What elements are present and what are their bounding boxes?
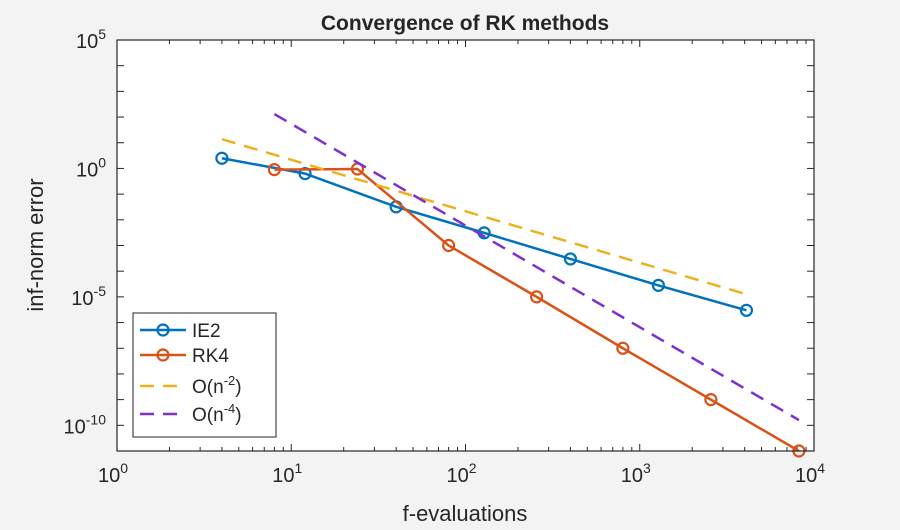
tick-base: 10	[71, 288, 93, 310]
tick-exponent: 3	[643, 460, 651, 476]
series-o-n-4-	[273, 112, 800, 422]
tick-base: 10	[76, 159, 98, 181]
tick-exponent: -10	[86, 411, 106, 427]
tick-exponent: 2	[469, 460, 477, 476]
tick-base: 10	[64, 416, 86, 438]
series-line	[221, 156, 747, 312]
legend-superscript: -4	[224, 401, 236, 416]
legend-marker	[156, 348, 170, 362]
data-point	[442, 238, 456, 253]
data-point	[298, 166, 312, 181]
series-ie2	[215, 151, 754, 317]
chart-title: Convergence of RK methods	[321, 12, 609, 35]
tick-base: 10	[76, 31, 98, 53]
tick-exponent: 4	[817, 460, 825, 476]
x-tick-label: 103	[621, 460, 651, 487]
data-point	[616, 341, 630, 355]
x-tick-label: 100	[98, 460, 128, 487]
tick-exponent: 0	[120, 460, 128, 476]
y-tick-label: 100	[76, 154, 106, 181]
legend-marker	[156, 323, 170, 337]
legend-label: O(n-2)	[192, 373, 242, 398]
tick-base: 10	[621, 465, 643, 487]
data-point	[267, 163, 281, 177]
legend-text: O(n	[192, 405, 224, 426]
tick-base: 10	[272, 465, 294, 487]
tick-exponent: 1	[294, 460, 302, 476]
legend-text: IE2	[192, 321, 221, 342]
series-line	[273, 112, 800, 422]
data-point	[704, 393, 718, 407]
data-point	[530, 290, 544, 304]
x-tick-label: 104	[795, 460, 825, 487]
legend-label: O(n-4)	[192, 401, 242, 426]
legend-label: IE2	[192, 321, 221, 342]
tick-exponent: -5	[94, 283, 107, 299]
data-point	[651, 278, 666, 292]
legend-text: O(n	[192, 377, 224, 398]
data-point	[563, 252, 578, 266]
legend-box	[132, 312, 277, 438]
legend-text-tail: )	[235, 377, 241, 398]
data-point	[215, 151, 229, 165]
series-line	[274, 167, 800, 453]
data-point	[739, 303, 754, 317]
x-axis-label: f-evaluations	[403, 501, 528, 525]
legend-text: RK4	[192, 346, 229, 367]
x-tick-label: 102	[446, 460, 476, 487]
legend-text-tail: )	[235, 405, 241, 426]
y-tick-label: 10-5	[71, 283, 106, 310]
tick-base: 10	[98, 465, 120, 487]
y-tick-label: 105	[76, 26, 106, 53]
y-axis-label: inf-norm error	[23, 178, 48, 311]
x-tick-label: 101	[272, 460, 302, 487]
tick-exponent: 5	[98, 26, 106, 42]
axes-box	[116, 39, 815, 452]
tick-base: 10	[795, 465, 817, 487]
tick-base: 10	[446, 465, 468, 487]
y-tick-label: 10-10	[64, 411, 107, 438]
legend-superscript: -2	[224, 373, 236, 388]
legend-label: RK4	[192, 346, 229, 367]
tick-exponent: 0	[98, 154, 106, 170]
